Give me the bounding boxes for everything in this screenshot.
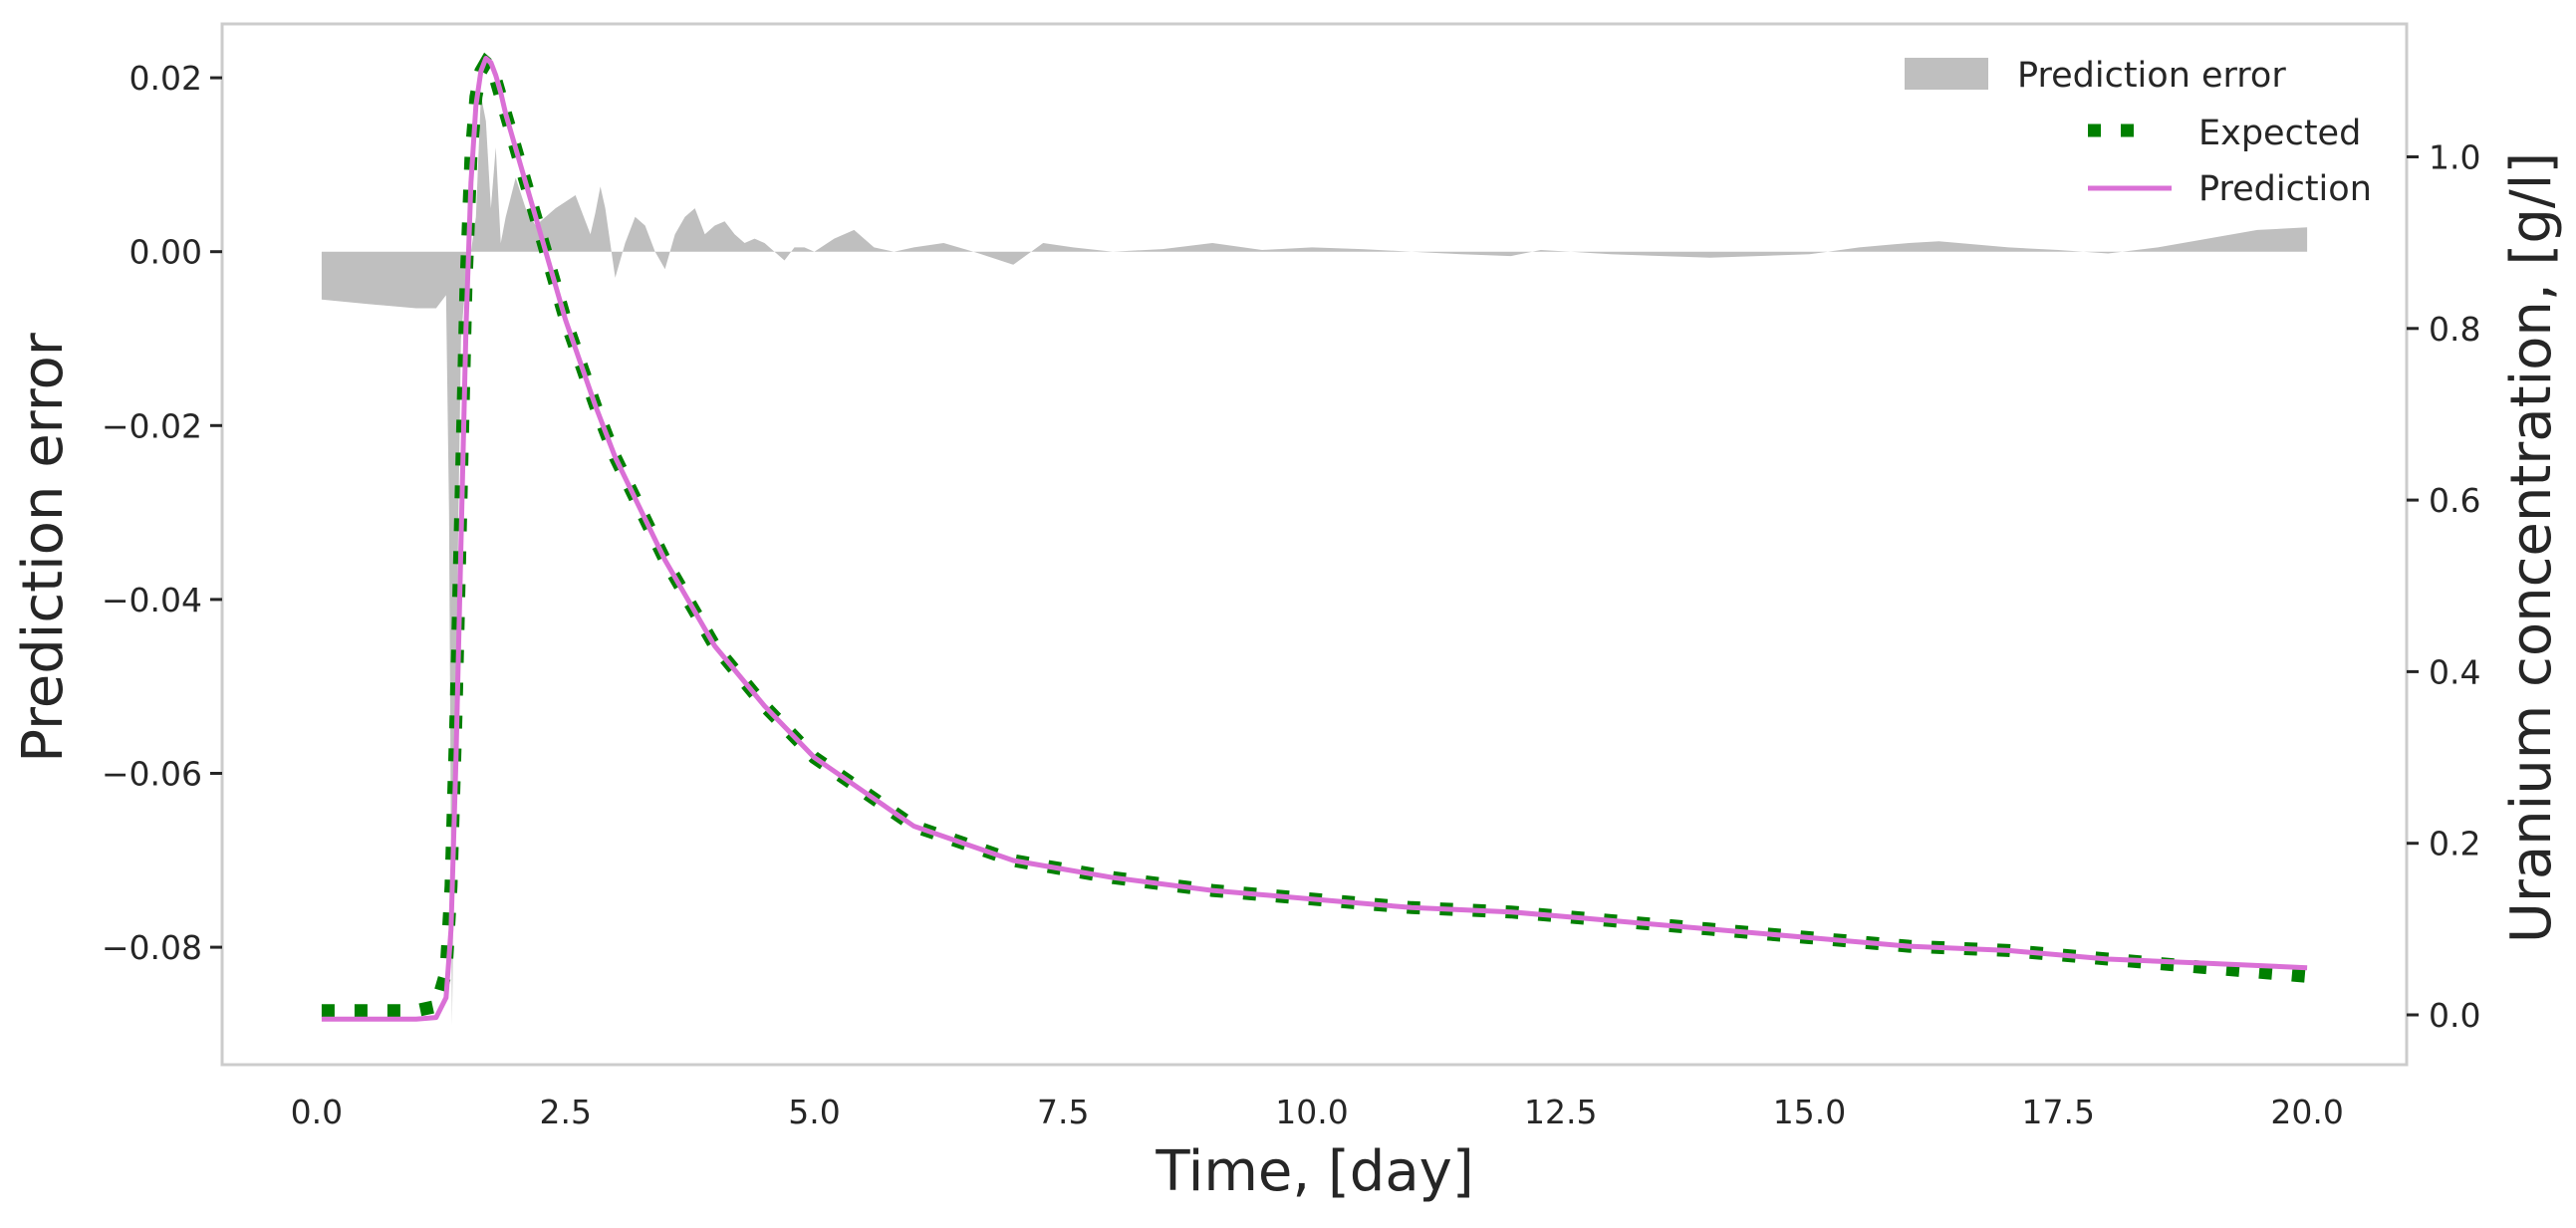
y-right-tick-label: 0.2	[2429, 825, 2480, 863]
y-left-tick-label: 0.02	[129, 59, 202, 98]
x-tick-label: 15.0	[1773, 1093, 1846, 1131]
x-tick-label: 2.5	[539, 1093, 591, 1131]
x-tick-label: 20.0	[2270, 1093, 2343, 1131]
x-tick-label: 0.0	[291, 1093, 343, 1131]
y-left-tick-label: 0.00	[129, 233, 202, 272]
legend-label-expected: Expected	[2198, 114, 2361, 153]
series-layer	[321, 52, 2308, 1026]
y-right-tick-label: 1.0	[2429, 138, 2480, 177]
y-left-tick-label: −0.08	[102, 928, 202, 967]
x-tick-label: 7.5	[1037, 1093, 1089, 1131]
y-left-tick-label: −0.04	[102, 581, 202, 619]
y-right-tick-label: 0.8	[2429, 310, 2480, 349]
plot-frame	[220, 22, 2409, 1067]
legend-swatch-prediction-error	[1905, 58, 1988, 90]
y-right-tick-label: 0.4	[2429, 652, 2480, 691]
legend-label-prediction-error: Prediction error	[2017, 56, 2286, 96]
y-right-tick-label: 0.0	[2429, 996, 2480, 1035]
legend: Prediction error Expected Prediction	[1905, 56, 2372, 209]
x-axis-label: Time, [day]	[1155, 1139, 1473, 1204]
x-tick-label: 5.0	[788, 1093, 840, 1131]
series-prediction	[321, 56, 2308, 1022]
y-right-axis-label: Uranium concentration, [g/l]	[2499, 152, 2564, 943]
y-right-tick-label: 0.6	[2429, 481, 2480, 520]
legend-label-prediction: Prediction	[2198, 169, 2372, 209]
y-left-tick-label: −0.06	[102, 755, 202, 794]
x-tick-label: 12.5	[1524, 1093, 1597, 1131]
tick-layer: 0.0 2.5 5.0 7.5 10.0 12.5 15.0 17.5 20.0 −0.08 −0.…	[102, 59, 2481, 1131]
x-tick-label: 10.0	[1275, 1093, 1348, 1131]
y-left-tick-label: −0.02	[102, 406, 202, 445]
x-tick-label: 17.5	[2022, 1093, 2095, 1131]
y-left-axis-label: Prediction error	[11, 332, 76, 763]
